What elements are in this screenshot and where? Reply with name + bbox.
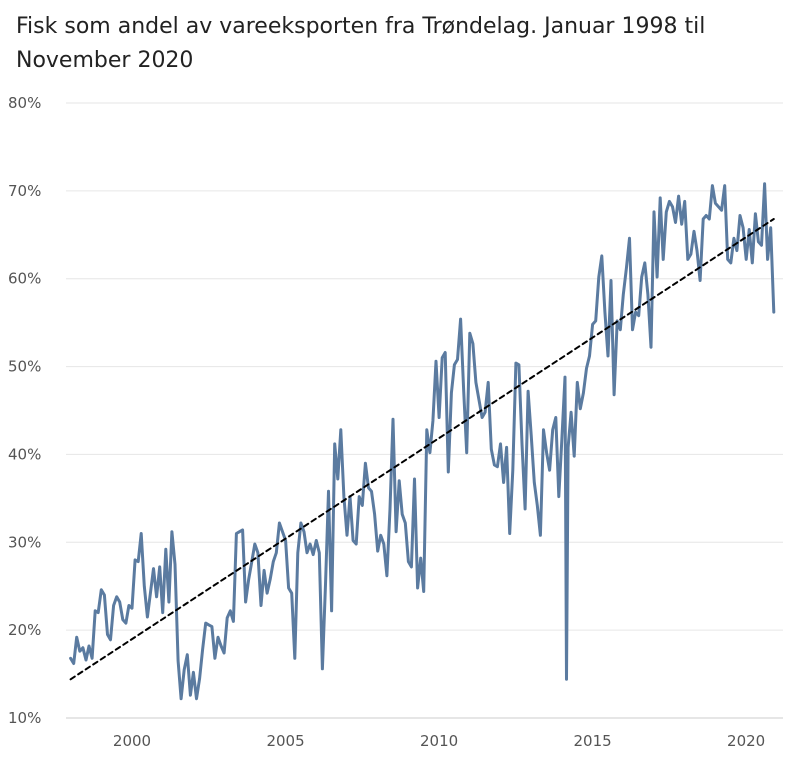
y-tick-label: 20% [8, 621, 41, 639]
series-layer [69, 182, 776, 701]
x-tick-label: 2015 [574, 732, 612, 750]
y-tick-label: 40% [8, 445, 41, 463]
trend-line [69, 218, 775, 681]
x-tick-label: 2020 [727, 732, 765, 750]
y-axis: 10% 20% 30% 40% 50% 60% 70% 80% [8, 94, 41, 727]
series-line [69, 182, 776, 701]
chart-title: Fisk som andel av vareeksporten fra Trøn… [16, 14, 706, 73]
x-axis: 2000 2005 2010 2015 2020 [113, 732, 765, 750]
y-tick-label: 60% [8, 270, 41, 288]
y-tick-label: 80% [8, 94, 41, 112]
y-tick-label: 10% [8, 709, 41, 727]
x-tick-label: 2005 [266, 732, 304, 750]
y-tick-label: 70% [8, 182, 41, 200]
x-tick-label: 2000 [113, 732, 151, 750]
x-tick-label: 2010 [420, 732, 458, 750]
gridlines [66, 102, 783, 719]
y-tick-label: 50% [8, 358, 41, 376]
y-tick-label: 30% [8, 533, 41, 551]
